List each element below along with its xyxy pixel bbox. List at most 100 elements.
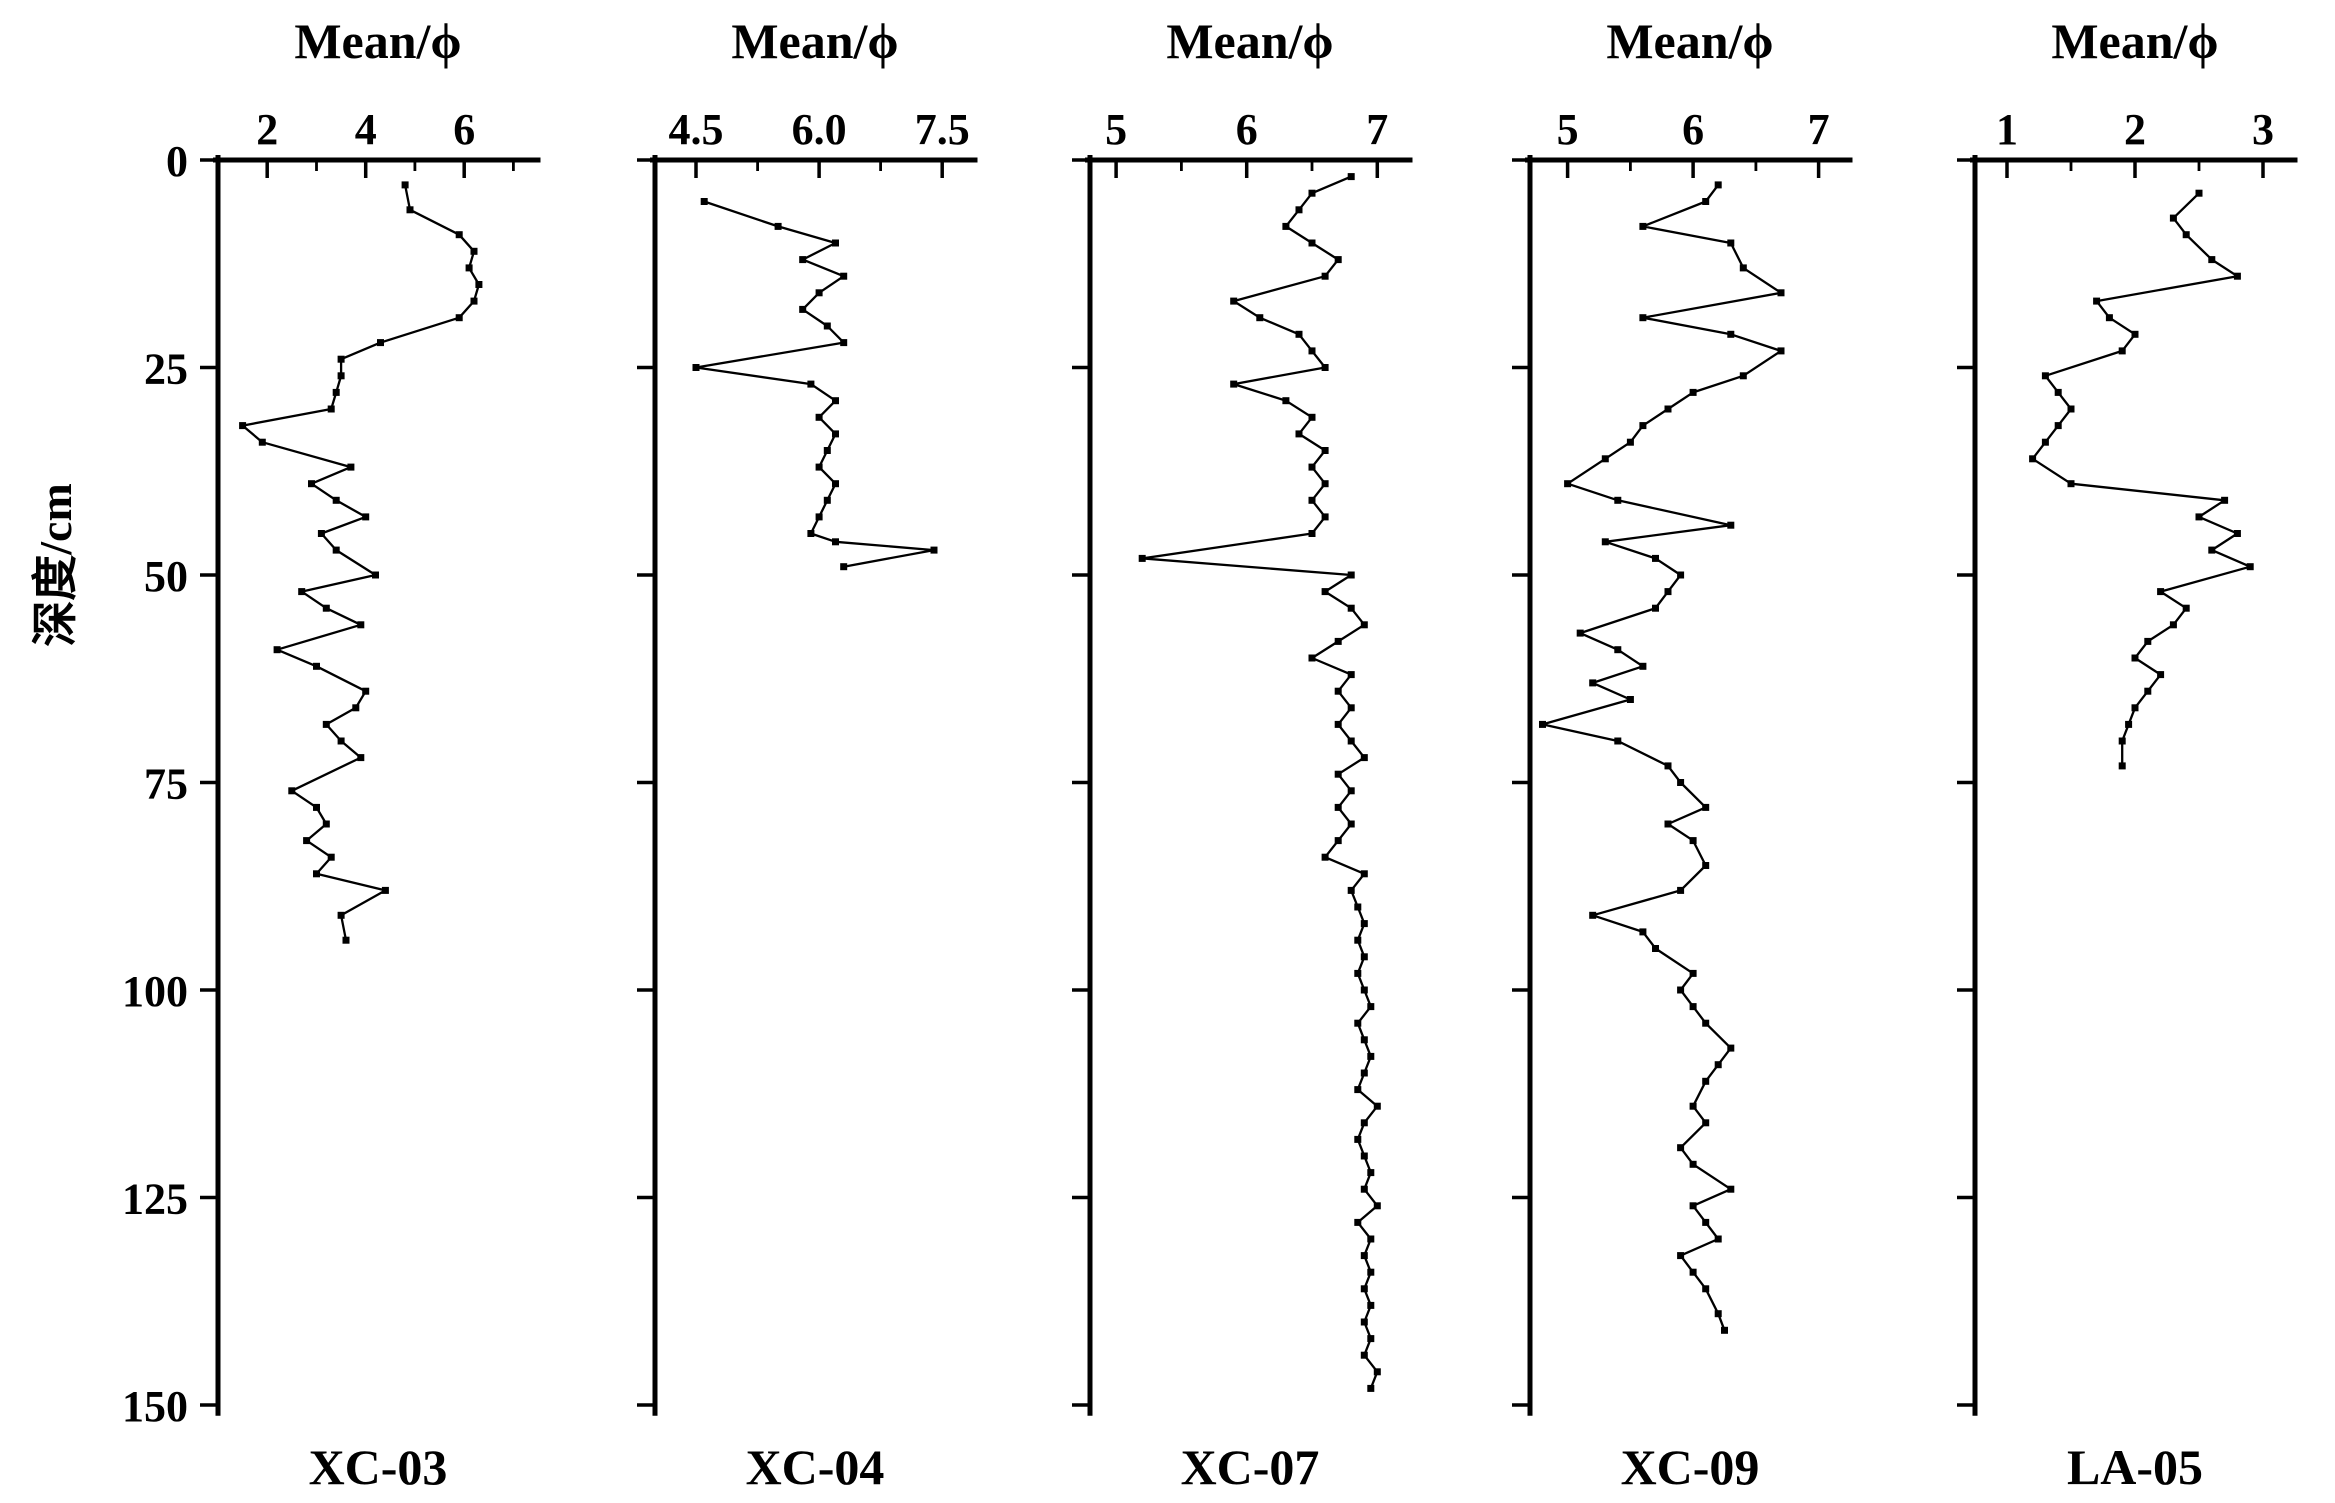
data-point-marker xyxy=(1347,604,1355,612)
chart-panel-xc03: Mean/ϕ 2 4 6 0 25 50 75 100 125 150 XC-03 xyxy=(98,0,563,1503)
data-point-marker xyxy=(815,289,823,297)
data-point-marker xyxy=(470,247,478,255)
data-point-marker xyxy=(2041,372,2049,380)
data-point-marker xyxy=(337,911,345,919)
data-point-marker xyxy=(1308,654,1316,662)
data-point-marker xyxy=(1689,1003,1697,1011)
data-point-marker xyxy=(1334,720,1342,728)
data-point-marker xyxy=(337,355,345,363)
data-point-marker xyxy=(1689,969,1697,977)
data-point-marker xyxy=(470,297,478,305)
data-point-marker xyxy=(313,870,320,878)
data-point-marker xyxy=(1308,463,1316,471)
data-point-marker xyxy=(1347,737,1355,745)
data-point-marker xyxy=(1367,1052,1375,1060)
data-point-marker xyxy=(2054,388,2062,396)
data-point-marker xyxy=(1689,837,1697,845)
data-point-marker xyxy=(2169,621,2177,629)
data-point-marker xyxy=(1639,222,1647,230)
data-point-marker xyxy=(1354,1218,1362,1226)
profile-line xyxy=(1141,175,1379,1389)
data-point-marker xyxy=(815,413,823,421)
data-point-marker xyxy=(823,447,831,454)
data-point-marker xyxy=(1727,521,1735,529)
data-point-marker xyxy=(1652,604,1659,612)
chart-panel-xc07: Mean/ϕ 5 6 7 XC-07 xyxy=(1050,0,1435,1503)
data-point-marker xyxy=(2067,405,2075,413)
data-point-marker xyxy=(2246,563,2254,571)
data-point-marker xyxy=(1702,1077,1710,1085)
data-point-marker xyxy=(1664,762,1672,770)
data-point-marker xyxy=(2054,422,2062,430)
chart-panel-xc04: Mean/ϕ 4.5 6.0 7.5 XC-04 xyxy=(615,0,1000,1503)
data-point-marker xyxy=(1354,936,1362,944)
data-point-marker xyxy=(1360,1285,1368,1293)
data-point-marker xyxy=(1739,264,1747,272)
data-point-marker xyxy=(1367,1235,1375,1243)
data-point-marker xyxy=(2067,480,2075,488)
core-label-la05: LA-05 xyxy=(2066,1439,2204,1495)
data-point-marker xyxy=(327,405,335,413)
data-point-marker xyxy=(357,621,365,629)
data-point-marker xyxy=(313,803,320,811)
data-point-marker xyxy=(2182,604,2190,612)
data-point-marker xyxy=(1321,513,1329,521)
data-point-marker xyxy=(1334,637,1342,645)
depth-profile-chart-xc09: 5 6 7 xyxy=(1512,105,1853,1416)
data-point-marker xyxy=(1360,621,1368,629)
data-point-marker xyxy=(1614,737,1622,745)
data-point-marker xyxy=(288,787,296,795)
data-point-marker xyxy=(1626,696,1634,703)
data-point-marker xyxy=(1367,1335,1375,1343)
data-point-marker xyxy=(1360,920,1368,928)
data-point-marker xyxy=(1360,1351,1368,1359)
data-point-marker xyxy=(2029,455,2037,463)
depth-tick-label: 100 xyxy=(122,967,188,1016)
data-point-marker xyxy=(322,604,330,612)
data-point-marker xyxy=(401,181,409,189)
data-point-marker xyxy=(1727,239,1735,247)
data-point-marker xyxy=(357,754,365,762)
data-point-marker xyxy=(1614,646,1622,654)
data-point-marker xyxy=(1664,588,1672,596)
x-axis-title: Mean/ϕ xyxy=(294,13,462,69)
depth-profile-chart-xc07: 5 6 7 xyxy=(1072,105,1413,1416)
data-point-marker xyxy=(2131,654,2139,662)
data-point-marker xyxy=(1138,554,1146,562)
profile-line xyxy=(2031,192,2252,766)
data-point-marker xyxy=(1308,189,1316,197)
x-tick-label: 6 xyxy=(1236,105,1258,154)
data-point-marker xyxy=(1614,496,1622,504)
data-point-marker xyxy=(1677,986,1685,994)
core-label-xc07: XC-07 xyxy=(1180,1439,1320,1495)
data-point-marker xyxy=(1367,1301,1375,1309)
data-point-marker xyxy=(1354,903,1362,911)
data-point-marker xyxy=(2233,272,2241,280)
data-point-marker xyxy=(1321,853,1329,861)
data-point-marker xyxy=(1321,272,1329,280)
depth-profile-chart-la05: 1 2 3 xyxy=(1957,105,2298,1416)
data-point-marker xyxy=(317,530,325,537)
data-point-marker xyxy=(2144,687,2152,695)
data-point-marker xyxy=(832,480,839,488)
data-point-marker xyxy=(1727,1185,1735,1193)
data-point-marker xyxy=(1639,422,1647,430)
data-point-marker xyxy=(1652,945,1659,952)
data-point-marker xyxy=(1347,704,1355,712)
data-point-marker xyxy=(1689,1102,1697,1110)
data-point-marker xyxy=(1677,1252,1685,1260)
data-point-marker xyxy=(1308,239,1316,247)
data-point-marker xyxy=(1360,1119,1368,1127)
data-point-marker xyxy=(465,264,473,272)
depth-profile-chart-xc04: 4.5 6.0 7.5 xyxy=(637,105,978,1416)
data-point-marker xyxy=(1334,256,1342,264)
data-point-marker xyxy=(807,530,815,537)
data-point-marker xyxy=(815,463,823,471)
data-point-marker xyxy=(1354,1135,1362,1143)
data-point-marker xyxy=(372,571,379,579)
x-tick-label: 1 xyxy=(1996,105,2018,154)
data-point-marker xyxy=(1373,1368,1381,1376)
data-point-marker xyxy=(2195,189,2203,197)
data-point-marker xyxy=(347,463,355,471)
